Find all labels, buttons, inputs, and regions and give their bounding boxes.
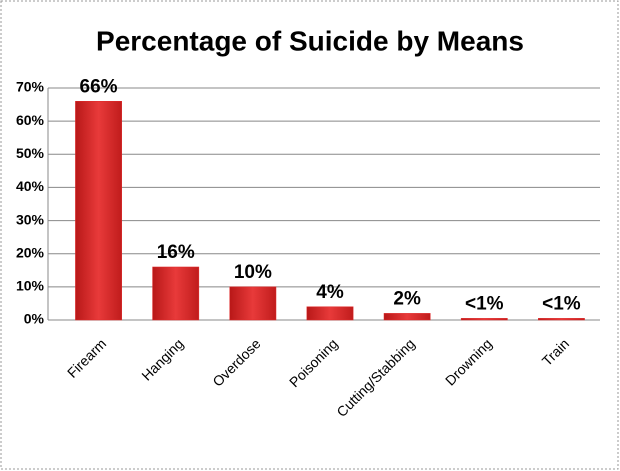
x-tick-label: Hanging [138, 335, 186, 383]
bar [229, 286, 277, 321]
value-label: 2% [393, 288, 421, 309]
x-tick-label: Cutting/Stabbing [333, 335, 418, 420]
value-label: 4% [316, 282, 344, 303]
x-tick-label: Drowning [442, 335, 495, 388]
bar [75, 101, 122, 321]
bar [306, 306, 354, 321]
x-tick-label: Train [539, 335, 573, 369]
x-tick-label: Overdose [209, 335, 263, 389]
chart-title: Percentage of Suicide by Means [96, 25, 524, 56]
value-label: 10% [234, 262, 272, 283]
y-tick-label: 30% [16, 211, 45, 227]
bar [152, 266, 200, 321]
y-tick-label: 50% [16, 145, 45, 161]
x-tick-label: Poisoning [286, 335, 341, 390]
value-label: <1% [465, 293, 504, 314]
y-tick-label: 40% [16, 178, 45, 194]
bar [383, 313, 431, 321]
x-tick-label: Firearm [64, 335, 109, 380]
value-label: <1% [542, 293, 581, 314]
y-tick-label: 20% [16, 244, 45, 260]
bar [538, 318, 585, 321]
y-tick-label: 0% [24, 311, 45, 327]
y-tick-label: 70% [16, 79, 45, 95]
value-label: 16% [157, 242, 195, 263]
value-label: 66% [80, 76, 118, 97]
bar [460, 318, 508, 321]
y-tick-label: 10% [16, 278, 45, 294]
y-tick-label: 60% [16, 112, 45, 128]
